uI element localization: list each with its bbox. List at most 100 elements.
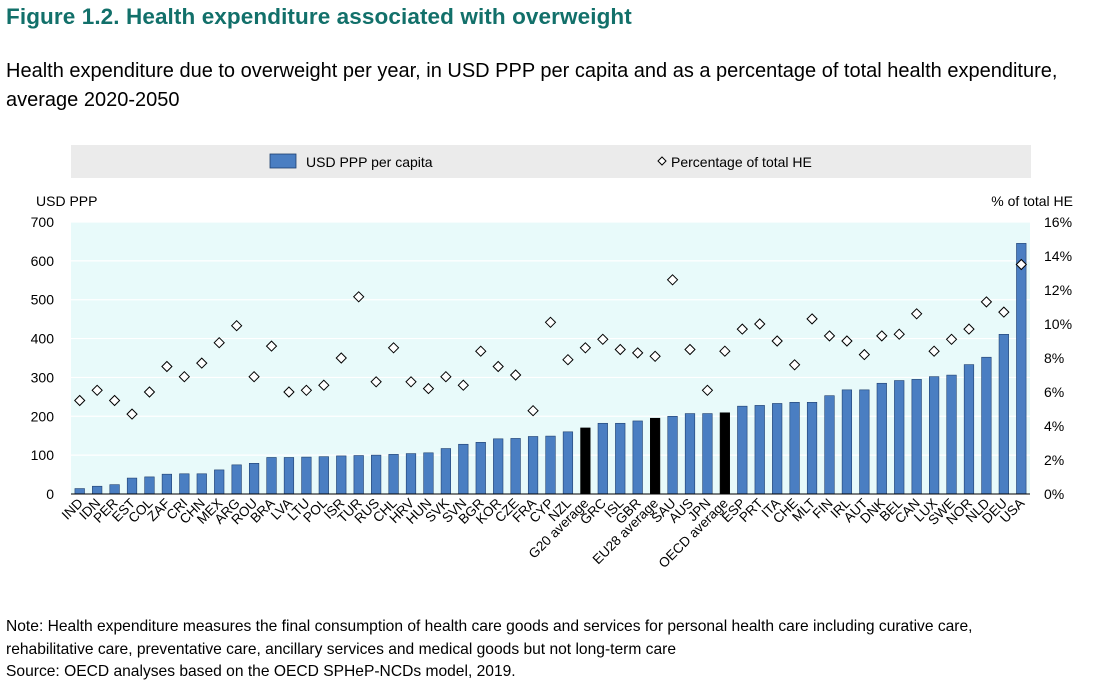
bar <box>580 427 591 495</box>
bar <box>214 469 225 495</box>
right-axis-title: % of total HE <box>991 193 1073 209</box>
bar <box>318 456 329 495</box>
chart: USD PPP per capita Percentage of total HE… <box>31 145 1073 571</box>
marker-point <box>823 330 836 342</box>
right-tick-label: 2% <box>1044 452 1064 468</box>
bar <box>336 455 347 495</box>
marker-point <box>980 296 993 308</box>
bar <box>946 374 957 495</box>
marker-point <box>841 335 853 347</box>
marker-point <box>492 360 504 373</box>
left-tick-label: 0 <box>46 486 54 502</box>
marker-point <box>161 360 173 373</box>
marker-point <box>998 306 1010 318</box>
bar <box>998 334 1009 495</box>
marker-point <box>544 316 557 329</box>
bar <box>719 412 730 495</box>
bar <box>266 457 277 495</box>
bar <box>405 453 417 495</box>
legend-background <box>71 145 1031 178</box>
marker-point <box>910 308 923 320</box>
chart-subtitle: Health expenditure due to overweight per… <box>6 60 1058 111</box>
right-tick-label: 4% <box>1044 418 1064 434</box>
bar <box>772 403 783 495</box>
source-line: Source: OECD analyses based on the OECD … <box>6 663 516 680</box>
bar <box>650 417 661 495</box>
bar <box>597 422 608 495</box>
note-line-1: Note: Health expenditure measures the fi… <box>6 618 973 635</box>
bar <box>161 473 173 495</box>
bar <box>231 464 242 495</box>
marker-series <box>74 258 1027 420</box>
marker-point <box>527 404 539 417</box>
legend-label-bars: USD PPP per capita <box>306 154 433 170</box>
bar <box>301 456 312 495</box>
bar <box>684 413 696 495</box>
marker-point <box>248 370 260 383</box>
bar <box>248 462 260 495</box>
marker-point <box>893 328 905 340</box>
marker-point <box>701 384 714 397</box>
bar <box>667 415 678 495</box>
bar <box>388 454 399 495</box>
marker-point <box>928 345 940 357</box>
bar <box>109 484 120 495</box>
marker-point <box>719 345 731 357</box>
marker-point <box>771 335 783 347</box>
legend-diamond-swatch <box>657 156 667 166</box>
marker-point <box>440 370 452 383</box>
marker-point <box>335 352 347 364</box>
bar <box>144 476 155 495</box>
bar <box>510 438 521 495</box>
bar <box>92 485 103 495</box>
left-tick-label: 200 <box>31 408 55 424</box>
right-tick-label: 10% <box>1044 316 1072 332</box>
right-tick-label: 12% <box>1044 282 1072 298</box>
marker-point <box>684 343 696 356</box>
marker-point <box>631 347 644 359</box>
right-tick-label: 0% <box>1044 486 1064 502</box>
marker-point <box>178 370 191 383</box>
marker-point <box>387 342 400 354</box>
marker-point <box>963 323 975 335</box>
marker-point <box>265 340 278 352</box>
bar <box>615 422 626 495</box>
bar <box>458 443 469 495</box>
bar <box>841 389 853 495</box>
left-tick-label: 500 <box>31 292 55 308</box>
bar <box>527 436 539 495</box>
legend: USD PPP per capita Percentage of total HE <box>71 145 1031 178</box>
bar <box>929 376 940 495</box>
figure-title: Figure 1.2. Health expenditure associate… <box>6 4 632 29</box>
marker-point <box>405 376 417 388</box>
legend-bar-swatch <box>269 153 297 169</box>
marker-point <box>143 386 156 398</box>
marker-point <box>74 394 86 407</box>
bar <box>126 477 138 495</box>
bar <box>493 438 504 495</box>
bar <box>737 405 748 495</box>
bar <box>963 364 975 495</box>
marker-point <box>91 384 103 397</box>
bar <box>353 455 364 495</box>
marker-point <box>788 359 801 371</box>
bar <box>423 452 434 495</box>
bar <box>283 457 295 495</box>
marker-point <box>318 379 330 391</box>
bar <box>876 382 887 495</box>
bar <box>545 435 556 495</box>
bar <box>371 454 382 495</box>
marker-point <box>422 382 435 395</box>
marker-point <box>806 313 818 325</box>
marker-point <box>509 369 522 381</box>
marker-point <box>230 319 243 332</box>
right-tick-label: 14% <box>1044 248 1072 264</box>
bar <box>702 413 713 495</box>
marker-point <box>108 394 121 407</box>
right-tick-label: 8% <box>1044 350 1064 366</box>
left-tick-label: 300 <box>31 369 55 385</box>
marker-point <box>457 379 470 391</box>
marker-point <box>352 291 365 303</box>
bar <box>824 395 835 495</box>
marker-point <box>649 350 661 363</box>
